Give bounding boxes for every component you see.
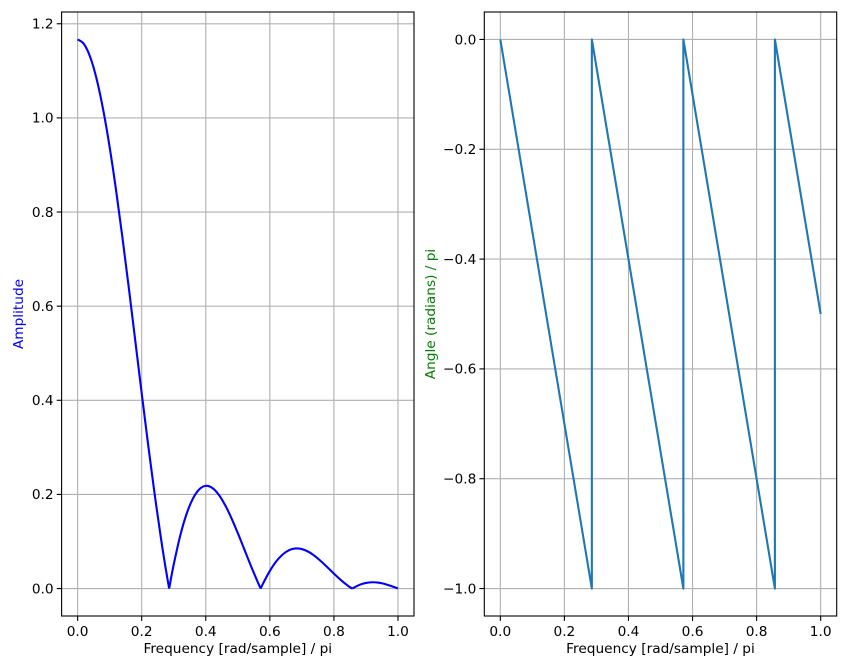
- phase-ylabel: Angle (radians) / pi: [422, 248, 439, 379]
- x-tick-label: 0.0: [67, 624, 89, 640]
- amplitude-chart: 0.0 0.2 0.4 0.6 0.8 1.0 0.0 0.2 0.4 0.6 0.8 1.0 1.2: [32, 11, 415, 640]
- y-tick-label: 0.0: [455, 32, 477, 48]
- y-tick-label: 1.0: [32, 111, 54, 127]
- x-tick-label: 0.2: [131, 624, 153, 640]
- phase-chart: 0.0 0.2 0.4 0.6 0.8 1.0 0.0 −0.2 −0.4 −0.6 −0.8 −1.…: [443, 11, 838, 640]
- x-tick-label: 0.8: [746, 624, 768, 640]
- x-tick-label: 0.0: [489, 624, 511, 640]
- axes-frame: [483, 11, 838, 617]
- y-tick-label: 0.4: [32, 393, 54, 409]
- amplitude-ylabel: Amplitude: [11, 278, 27, 349]
- y-tick-label: 0.8: [32, 205, 54, 221]
- x-tick-label: 1.0: [387, 624, 409, 640]
- y-tick-label: −0.6: [443, 362, 476, 378]
- y-tick-label: 0.0: [32, 581, 54, 597]
- magnitude-response-line: [77, 38, 399, 590]
- y-tick-label: −0.8: [443, 472, 476, 488]
- y-tick-label: 0.2: [32, 487, 54, 503]
- phase-xlabel: Frequency [rad/sample] / pi: [566, 641, 755, 657]
- y-tick-label: 1.2: [32, 17, 54, 33]
- axes-background: [61, 12, 414, 616]
- x-tick-label: 0.2: [554, 624, 576, 640]
- x-tick-label: 1.0: [810, 624, 832, 640]
- axes-frame: [61, 11, 415, 617]
- y-tick-label: −0.2: [443, 142, 476, 158]
- y-tick-label: −1.0: [443, 581, 476, 597]
- axes-background: [484, 12, 837, 616]
- x-tick-label: 0.4: [195, 624, 217, 640]
- x-tick-label: 0.6: [682, 624, 704, 640]
- y-tick-label: 0.6: [32, 299, 54, 315]
- y-tick-label: −0.4: [443, 252, 476, 268]
- x-tick-label: 0.4: [618, 624, 640, 640]
- wrapped-phase-line: [499, 38, 822, 590]
- x-tick-label: 0.6: [259, 624, 281, 640]
- amplitude-xlabel: Frequency [rad/sample] / pi: [143, 641, 333, 657]
- x-tick-label: 0.8: [323, 624, 345, 640]
